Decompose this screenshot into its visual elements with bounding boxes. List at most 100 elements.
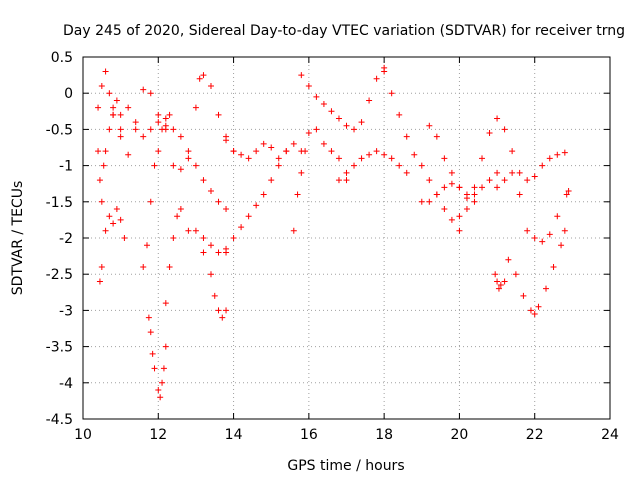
data-point	[448, 216, 455, 223]
tick-labels: 10 12 14 16 18 20 22 24 0.5 0 -0.5 -1 -1.5 -2 -2.5 -3 -3…	[46, 50, 619, 443]
data-point	[110, 104, 117, 111]
data-point	[561, 227, 568, 234]
data-point	[162, 115, 169, 122]
data-point	[418, 162, 425, 169]
data-point	[207, 242, 214, 249]
data-point	[298, 169, 305, 176]
data-point	[403, 133, 410, 140]
data-point	[294, 191, 301, 198]
data-point	[113, 206, 120, 213]
y-tick-label: -4.5	[46, 412, 73, 428]
series-arc-22	[563, 187, 572, 198]
data-point	[96, 278, 103, 285]
data-point	[433, 191, 440, 198]
data-point	[411, 151, 418, 158]
data-point	[554, 213, 561, 220]
data-point	[290, 140, 297, 147]
data-point	[418, 198, 425, 205]
data-point	[351, 126, 358, 133]
plot-frame	[82, 56, 611, 420]
data-point	[160, 365, 167, 372]
data-point	[140, 86, 147, 93]
data-point	[253, 202, 260, 209]
data-point	[335, 115, 342, 122]
data-point	[132, 119, 139, 126]
x-tick-label: 14	[225, 427, 243, 443]
data-point	[328, 148, 335, 155]
data-point	[535, 303, 542, 310]
x-tick-label: 24	[601, 427, 619, 443]
data-point	[531, 235, 538, 241]
data-point	[298, 72, 305, 79]
data-point	[486, 177, 493, 184]
series-arc-20	[492, 271, 508, 292]
data-point	[125, 104, 132, 111]
data-point	[516, 191, 523, 198]
data-point	[550, 263, 557, 270]
data-point	[492, 271, 499, 278]
data-point	[335, 177, 342, 184]
data-point	[223, 206, 230, 213]
data-point	[245, 213, 252, 220]
data-point	[546, 231, 553, 238]
data-point	[125, 151, 132, 158]
data-point	[260, 191, 267, 198]
data-point	[166, 263, 173, 270]
data-point	[192, 104, 199, 111]
y-tick-label: -0.5	[46, 122, 73, 138]
data-point	[147, 90, 154, 97]
x-tick-label: 18	[375, 427, 393, 443]
data-point	[403, 169, 410, 176]
y-tick-label: -2	[59, 231, 73, 247]
data-point	[495, 285, 502, 292]
data-point	[456, 227, 463, 234]
data-point	[102, 227, 109, 234]
data-point	[373, 148, 380, 155]
data-point	[471, 191, 478, 198]
data-point	[177, 133, 184, 140]
data-point	[170, 235, 177, 241]
data-point	[177, 206, 184, 213]
series-arc-21	[505, 227, 568, 318]
data-point	[302, 148, 309, 155]
data-point	[132, 126, 139, 133]
data-point	[192, 162, 199, 169]
data-point	[215, 249, 222, 256]
data-point	[155, 119, 162, 126]
y-tick-label: -1.5	[46, 195, 73, 211]
data-point	[110, 111, 117, 118]
data-point	[456, 184, 463, 191]
series-arc-11	[223, 148, 290, 256]
data-point	[486, 130, 493, 137]
data-point	[343, 122, 350, 129]
data-point	[174, 213, 181, 220]
y-tick-label: -1	[59, 159, 73, 175]
data-point	[520, 292, 527, 299]
data-points	[95, 64, 572, 401]
data-point	[366, 151, 373, 158]
data-point	[223, 137, 230, 144]
data-point	[328, 108, 335, 115]
data-point	[396, 111, 403, 118]
data-point	[531, 173, 538, 180]
data-point	[95, 148, 102, 155]
data-point	[497, 282, 504, 289]
data-point	[215, 111, 222, 118]
data-point	[145, 314, 152, 321]
data-point	[102, 68, 109, 75]
x-tick-label: 12	[149, 427, 167, 443]
data-point	[106, 90, 113, 97]
data-point	[509, 169, 516, 176]
data-point	[117, 111, 124, 118]
data-point	[102, 148, 109, 155]
data-point	[121, 235, 128, 241]
series-arc-13	[298, 64, 388, 133]
y-tick-label: -4	[59, 376, 73, 392]
data-point	[441, 155, 448, 162]
data-point	[268, 177, 275, 184]
data-point	[366, 97, 373, 104]
series-arc-15	[335, 148, 410, 184]
y-tick-label: 0	[64, 86, 73, 102]
data-point	[494, 169, 501, 176]
data-point	[117, 126, 124, 133]
